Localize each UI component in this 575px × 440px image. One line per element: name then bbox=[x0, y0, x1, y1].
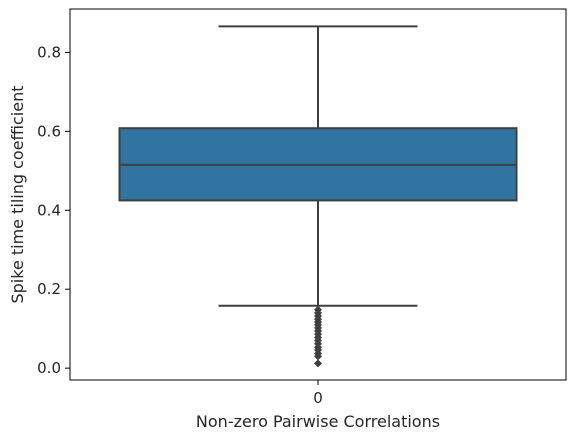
y-tick-label: 0.8 bbox=[37, 43, 61, 61]
y-tick-label: 0.0 bbox=[37, 359, 61, 377]
outlier-point bbox=[314, 359, 322, 368]
y-tick-label: 0.4 bbox=[37, 201, 61, 219]
y-axis-label: Spike time tiling coefficient bbox=[8, 85, 27, 303]
outlier-point bbox=[314, 352, 322, 361]
y-axis: 0.0 0.2 0.4 0.6 0.8 bbox=[37, 43, 70, 377]
x-axis-label: Non-zero Pairwise Correlations bbox=[196, 412, 440, 431]
y-tick-label: 0.6 bbox=[37, 122, 61, 140]
x-axis: 0 bbox=[313, 380, 323, 407]
y-tick-label: 0.2 bbox=[37, 280, 61, 298]
x-tick-label: 0 bbox=[313, 389, 323, 407]
plot-area bbox=[118, 25, 518, 368]
